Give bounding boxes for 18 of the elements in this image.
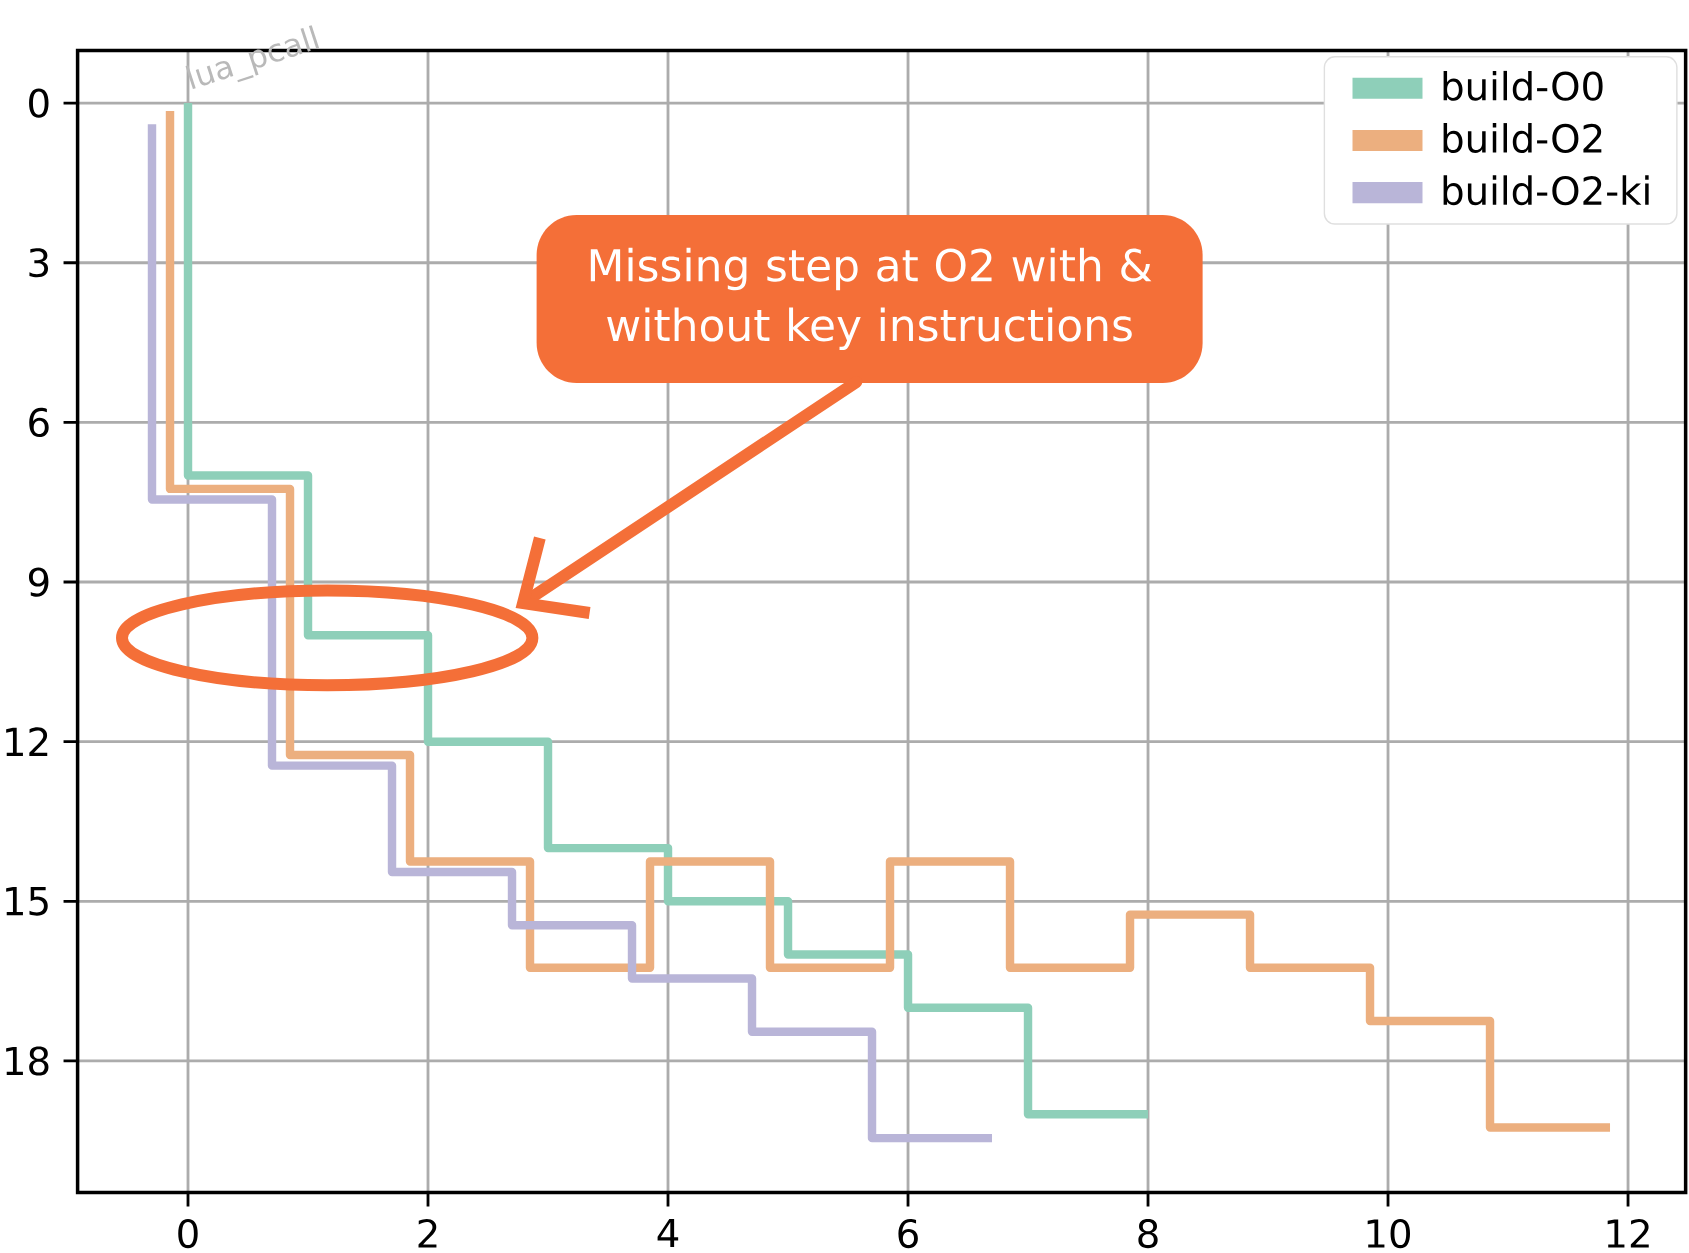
y-tick-label: 12 [6,727,48,757]
y-tick-label: 15 [6,886,48,916]
x-tick-label: 8 [1138,1218,1158,1249]
x-tick-label: 2 [418,1218,437,1248]
legend-label: build-O2 [1443,123,1602,154]
x-tick-label: 4 [657,1218,679,1248]
x-tick-label: 0 [178,1218,198,1249]
x-tick-label: 12 [1607,1218,1649,1248]
y-tick-label: 3 [29,248,49,278]
y-tick-label: 0 [29,88,49,118]
x-tick-label: 6 [898,1218,918,1249]
x-tick-label: 10 [1367,1218,1411,1249]
y-tick-label: 18 [6,1046,49,1076]
legend-label: build-O2-ki [1443,175,1649,206]
legend-label: build-O0 [1443,70,1603,101]
annotation: Missing step at O2 with & without key instructions [590,247,1152,351]
y-tick-label: 6 [29,407,49,438]
y-tick-label: 9 [28,567,49,597]
